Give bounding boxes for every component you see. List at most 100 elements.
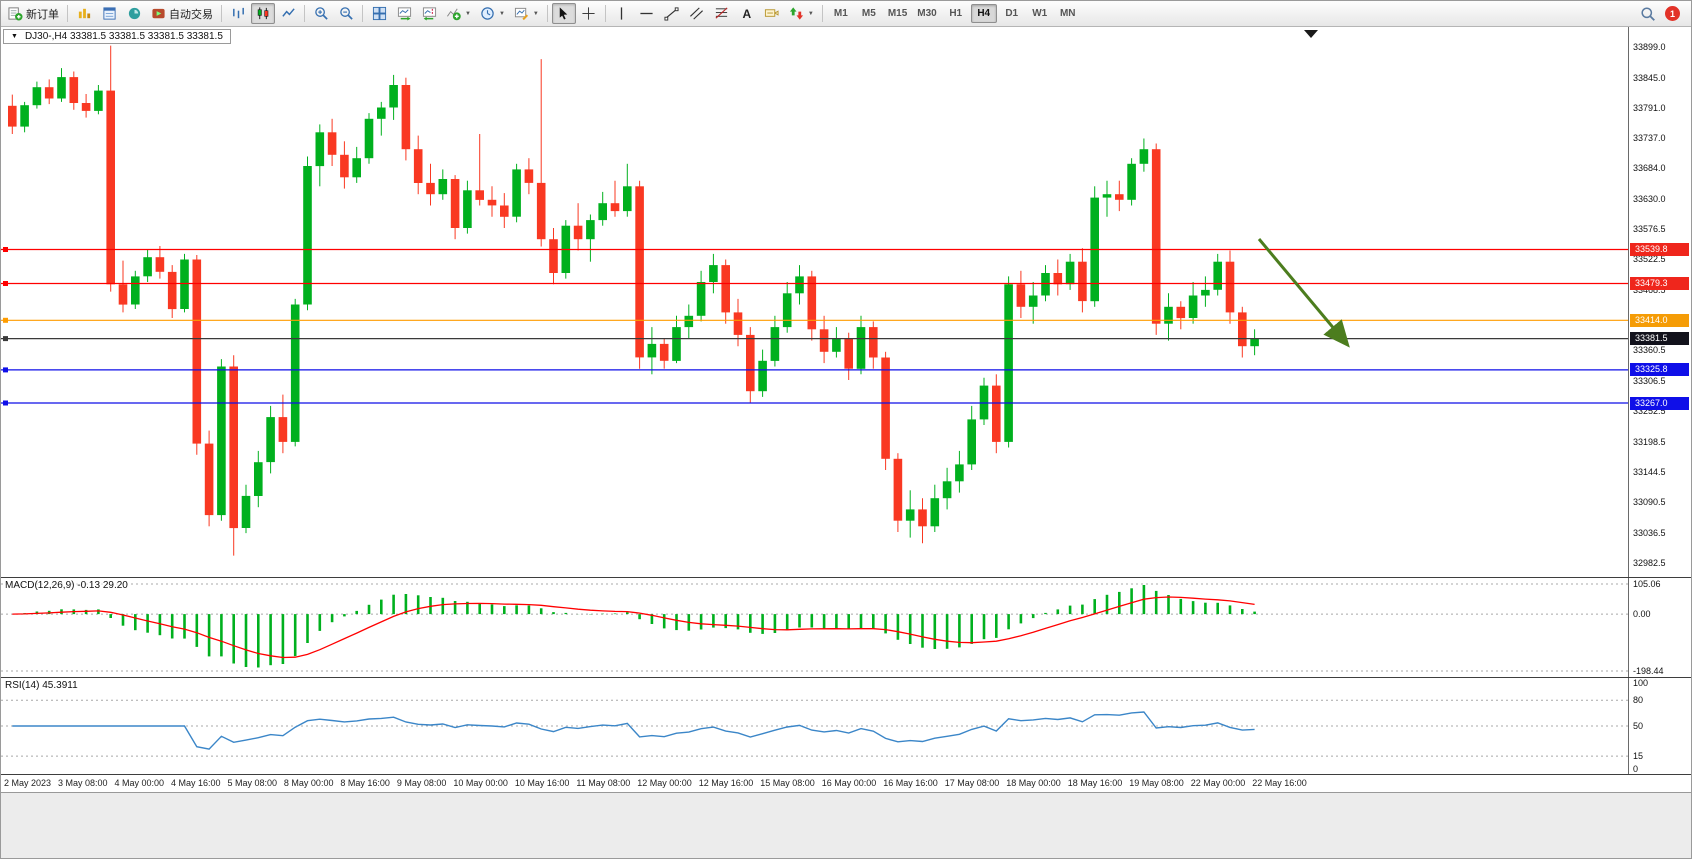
time-label: 18 May 16:00 — [1067, 778, 1123, 788]
price-line-marker — [3, 367, 8, 373]
arrows-tool-button[interactable]: ▼ — [785, 3, 818, 24]
time-label: 10 May 00:00 — [453, 778, 508, 788]
y-axis-label: 33360.5 — [1633, 345, 1666, 356]
channel-icon — [690, 7, 704, 20]
indicators-icon — [447, 8, 461, 21]
new-order-label: 新订单 — [26, 8, 59, 21]
annotation-arrow[interactable] — [1257, 238, 1350, 348]
chart-title-box[interactable]: ▼ DJ30-,H4 33381.5 33381.5 33381.5 33381… — [3, 29, 231, 44]
data-window-button[interactable] — [97, 3, 121, 24]
cursor-tool-button[interactable] — [551, 3, 576, 24]
rsi-axis-label: 0 — [1633, 764, 1639, 774]
channel-tool-button[interactable] — [685, 3, 709, 24]
periods-clock-icon — [481, 7, 494, 20]
time-label: 16 May 00:00 — [821, 778, 877, 788]
market-watch-button[interactable] — [72, 3, 96, 24]
zoom-in-icon — [314, 7, 328, 20]
price-plot[interactable] — [1, 27, 1629, 577]
text-tool-button[interactable]: A — [735, 3, 759, 24]
time-label: 3 May 08:00 — [57, 778, 108, 788]
y-axis-label: 33144.5 — [1633, 467, 1666, 477]
fibonacci-tool-button[interactable] — [710, 3, 734, 24]
line-chart-button[interactable] — [276, 3, 300, 24]
timeframe-h4[interactable]: H4 — [970, 4, 997, 23]
text-label-icon — [765, 9, 779, 17]
indicators-button[interactable]: ▼ — [442, 3, 475, 24]
chart-shift-button[interactable] — [417, 3, 441, 24]
cursor-icon — [560, 7, 568, 20]
tile-windows-icon — [372, 6, 386, 21]
time-label: 12 May 00:00 — [637, 778, 692, 788]
price-line-marker — [3, 317, 8, 323]
templates-button[interactable]: ▼ — [510, 3, 543, 24]
macd-axis-label: 0.00 — [1633, 609, 1651, 620]
vertical-line-tool-button[interactable] — [610, 3, 634, 24]
price-line-tag: 33479.3 — [1630, 277, 1690, 291]
chart-shift-marker[interactable] — [1304, 30, 1318, 38]
y-axis-label: 33899.0 — [1633, 42, 1666, 53]
timeframe-h1[interactable]: H1 — [949, 8, 963, 19]
bottom-filler — [1, 792, 1691, 858]
vertical-line-icon — [621, 7, 623, 20]
y-axis-label: 33090.5 — [1633, 497, 1666, 508]
data-window-icon — [102, 7, 116, 20]
time-label: 16 May 16:00 — [883, 778, 938, 788]
timeframe-m15[interactable]: M15 — [887, 8, 908, 19]
chevron-down-icon: ▼ — [498, 10, 505, 17]
y-axis-label: 33306.5 — [1633, 375, 1666, 386]
text-label-tool-button[interactable] — [760, 3, 784, 24]
notification-badge[interactable]: 1 — [1665, 6, 1680, 21]
crosshair-icon — [582, 7, 595, 20]
notification-count: 1 — [1669, 8, 1675, 19]
new-order-icon — [8, 7, 23, 21]
rsi-axis-label: 15 — [1633, 751, 1644, 762]
bar-chart-button[interactable] — [226, 3, 250, 24]
current-price-tag: 33381.5 — [1630, 332, 1690, 346]
fibonacci-icon — [715, 7, 728, 19]
time-axis[interactable]: 2 May 2023 3 May 08:00 4 May 00:00 4 May 16… — [1, 775, 1307, 788]
timeframe-m30[interactable]: M30 — [917, 8, 937, 19]
trendline-tool-button[interactable] — [660, 3, 684, 24]
horizontal-line-tool-button[interactable] — [635, 3, 659, 24]
price-line-marker — [3, 400, 8, 406]
timeframe-m5[interactable]: M5 — [861, 8, 876, 19]
candle-chart-icon — [257, 7, 268, 20]
main-plot-area[interactable]: ▼ DJ30-,H4 33381.5 33381.5 33381.5 33381… — [1, 27, 1629, 577]
text-tool-icon: A — [742, 6, 752, 21]
strategy-tester-icon — [128, 7, 140, 20]
time-label: 8 May 00:00 — [283, 778, 334, 788]
chart-dropdown-icon[interactable]: ▼ — [11, 33, 18, 40]
price-line-marker — [3, 247, 8, 252]
rsi-plot — [1, 699, 1629, 757]
price-axis[interactable]: 33899.0 33845.0 33791.0 33737.0 33684.0 33630… — [1628, 27, 1691, 577]
zoom-out-button[interactable] — [334, 3, 358, 24]
price-line-tag: 33414.0 — [1630, 313, 1690, 327]
bar-chart-icon — [232, 7, 244, 19]
toolbar-separator — [304, 5, 305, 22]
strategy-tester-button[interactable] — [122, 3, 146, 24]
rsi-axis-label: 50 — [1633, 721, 1644, 731]
new-order-button[interactable]: 新订单 — [4, 3, 63, 24]
search-icon[interactable] — [1640, 6, 1656, 22]
crosshair-tool-button[interactable] — [577, 3, 601, 24]
time-label: 17 May 08:00 — [944, 778, 1000, 788]
timeframe-d1[interactable]: D1 — [1005, 8, 1019, 19]
candle-chart-button[interactable] — [251, 3, 275, 24]
chart-shift-icon — [422, 7, 436, 21]
periods-button[interactable]: ▼ — [476, 3, 509, 24]
tile-windows-button[interactable] — [367, 3, 391, 24]
auto-scroll-button[interactable] — [392, 3, 416, 24]
timeframe-w1[interactable]: W1 — [1032, 8, 1048, 19]
macd-panel: MACD(12,26,9) -0.13 29.20 105.06 0.00 -198… — [1, 577, 1691, 677]
timeframe-m1[interactable]: M1 — [833, 8, 848, 19]
time-label: 10 May 16:00 — [514, 778, 570, 788]
rsi-plot-area: RSI(14) 45.3911 — [1, 678, 1629, 774]
zoom-in-button[interactable] — [309, 3, 333, 24]
timeframe-mn[interactable]: MN — [1059, 8, 1076, 19]
y-axis-label: 33791.0 — [1633, 103, 1666, 114]
arrows-icon — [789, 7, 803, 20]
y-axis-label: 33630.0 — [1633, 193, 1666, 204]
autotrading-button[interactable]: 自动交易 — [147, 3, 217, 24]
candles-layer — [8, 45, 1259, 556]
time-label: 9 May 08:00 — [396, 778, 447, 788]
